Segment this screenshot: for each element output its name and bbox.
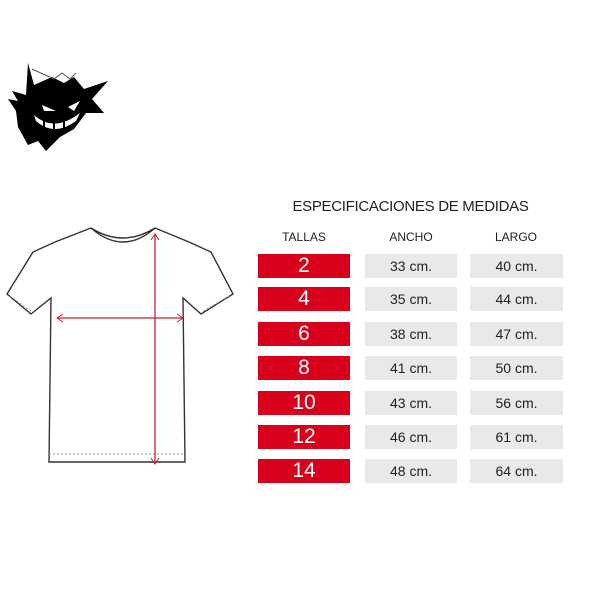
largo-cell: 44 cm. (470, 287, 563, 311)
size-cell: 10 (258, 391, 350, 415)
ancho-cell: 46 cm. (365, 425, 457, 449)
ancho-cell: 33 cm. (365, 254, 457, 278)
tshirt-measure-diagram-icon (6, 227, 234, 465)
size-cell: 4 (258, 287, 350, 311)
ancho-cell: 43 cm. (365, 391, 457, 415)
header-largo: LARGO (494, 230, 537, 244)
largo-cell: 47 cm. (470, 322, 563, 346)
largo-cell: 56 cm. (470, 391, 563, 415)
size-cell: 6 (258, 322, 350, 346)
ancho-cell: 35 cm. (365, 287, 457, 311)
size-cell: 8 (258, 356, 350, 380)
ancho-cell: 48 cm. (365, 459, 457, 483)
largo-cell: 61 cm. (470, 425, 563, 449)
largo-cell: 40 cm. (470, 254, 563, 278)
largo-cell: 50 cm. (470, 356, 563, 380)
ancho-cell: 38 cm. (365, 322, 457, 346)
header-tallas: TALLAS (282, 230, 326, 244)
largo-cell: 64 cm. (470, 459, 563, 483)
size-cell: 14 (258, 459, 350, 483)
ghost-monster-logo-icon (8, 63, 108, 151)
size-cell: 12 (258, 425, 350, 449)
header-ancho: ANCHO (389, 230, 433, 244)
size-cell: 2 (258, 254, 350, 278)
chart-title: ESPECIFICACIONES DE MEDIDAS (292, 198, 529, 215)
ancho-cell: 41 cm. (365, 356, 457, 380)
